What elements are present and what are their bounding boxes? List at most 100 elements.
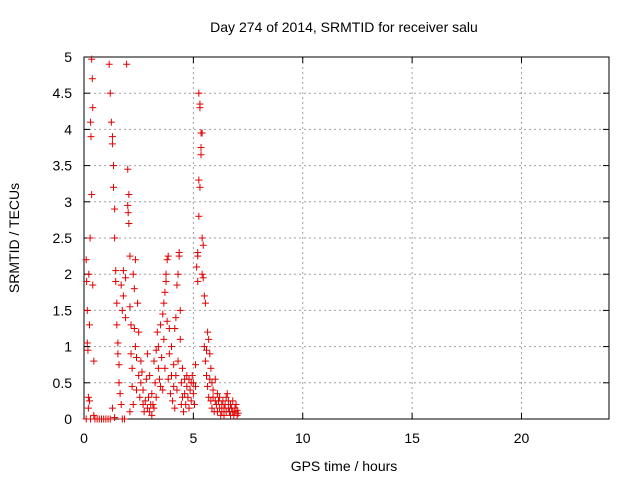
data-point — [195, 89, 203, 97]
y-tick-label: 5 — [64, 49, 72, 65]
data-point — [209, 386, 217, 394]
data-point — [148, 411, 156, 419]
chart-title: Day 274 of 2014, SRMTID for receiver sal… — [210, 19, 478, 35]
data-point — [123, 60, 131, 68]
data-point — [83, 277, 91, 285]
data-point — [139, 386, 147, 394]
data-point — [122, 274, 130, 282]
data-point — [148, 390, 156, 398]
data-point — [181, 390, 189, 398]
data-point — [126, 303, 134, 311]
data-point — [185, 404, 193, 412]
data-point — [85, 321, 93, 329]
data-point — [158, 353, 166, 361]
data-point — [208, 379, 216, 387]
data-point — [111, 414, 119, 422]
data-point — [125, 191, 133, 199]
data-point — [161, 288, 169, 296]
y-tick-label: 3.5 — [53, 158, 73, 174]
data-point — [88, 75, 96, 83]
data-point — [164, 252, 172, 260]
data-point — [137, 357, 145, 365]
data-point — [127, 321, 135, 329]
data-point — [115, 379, 123, 387]
data-point — [113, 299, 121, 307]
data-point — [160, 299, 168, 307]
data-point — [90, 411, 98, 419]
data-point — [106, 89, 114, 97]
data-point — [193, 263, 201, 271]
data-point — [111, 234, 119, 242]
data-point — [129, 270, 137, 278]
y-tick-label: 2.5 — [53, 230, 73, 246]
data-point — [174, 270, 182, 278]
data-point — [155, 375, 163, 383]
data-point — [157, 321, 165, 329]
data-point — [173, 386, 181, 394]
data-point — [134, 299, 142, 307]
data-point — [206, 350, 214, 358]
data-point — [145, 393, 153, 401]
data-point — [197, 144, 205, 151]
data-point — [154, 364, 162, 372]
data-point — [200, 343, 208, 351]
data-point — [117, 281, 125, 289]
data-point — [135, 372, 143, 380]
data-point — [124, 201, 132, 209]
y-tick-label: 1 — [64, 339, 72, 355]
data-point — [108, 140, 116, 148]
data-point — [113, 321, 121, 329]
data-point — [184, 393, 192, 401]
data-point — [89, 281, 97, 289]
data-point — [150, 357, 158, 365]
data-point — [90, 357, 98, 365]
y-tick-label: 4.5 — [53, 85, 73, 101]
data-point — [198, 234, 206, 242]
y-tick-label: 4 — [64, 121, 72, 137]
x-tick-label: 15 — [404, 430, 420, 446]
y-tick-label: 0.5 — [53, 375, 73, 391]
grid-lines — [84, 57, 609, 419]
data-point — [159, 386, 167, 394]
data-point — [119, 292, 127, 300]
data-point — [232, 401, 240, 409]
data-point — [195, 176, 203, 184]
data-point — [166, 390, 174, 398]
data-point — [198, 129, 206, 137]
data-point — [222, 393, 230, 401]
data-point — [154, 343, 162, 351]
data-point — [157, 382, 165, 390]
x-axis-label: GPS time / hours — [291, 458, 398, 474]
data-point — [119, 267, 127, 275]
data-point — [169, 397, 177, 405]
data-point — [188, 372, 196, 380]
data-point — [120, 415, 128, 423]
data-point — [108, 404, 116, 412]
data-point — [192, 361, 200, 369]
data-point — [87, 118, 95, 126]
data-point — [83, 339, 91, 347]
data-point — [135, 328, 143, 336]
data-point — [85, 270, 93, 278]
data-point — [175, 248, 183, 256]
data-point — [189, 379, 197, 387]
data-point — [133, 353, 140, 361]
data-point — [114, 350, 122, 358]
data-point — [164, 375, 172, 383]
data-point — [146, 372, 154, 380]
data-point — [83, 306, 91, 314]
data-point — [153, 328, 161, 336]
data-point — [199, 274, 207, 282]
data-point — [141, 397, 149, 405]
data-point — [125, 220, 133, 228]
data-point — [183, 382, 191, 390]
data-point — [194, 277, 202, 285]
data-point — [199, 241, 207, 249]
data-point — [131, 256, 139, 264]
data-point — [111, 205, 119, 213]
data-point — [209, 393, 217, 401]
data-point — [207, 364, 215, 372]
data-point — [128, 382, 136, 390]
data-point — [139, 401, 147, 409]
